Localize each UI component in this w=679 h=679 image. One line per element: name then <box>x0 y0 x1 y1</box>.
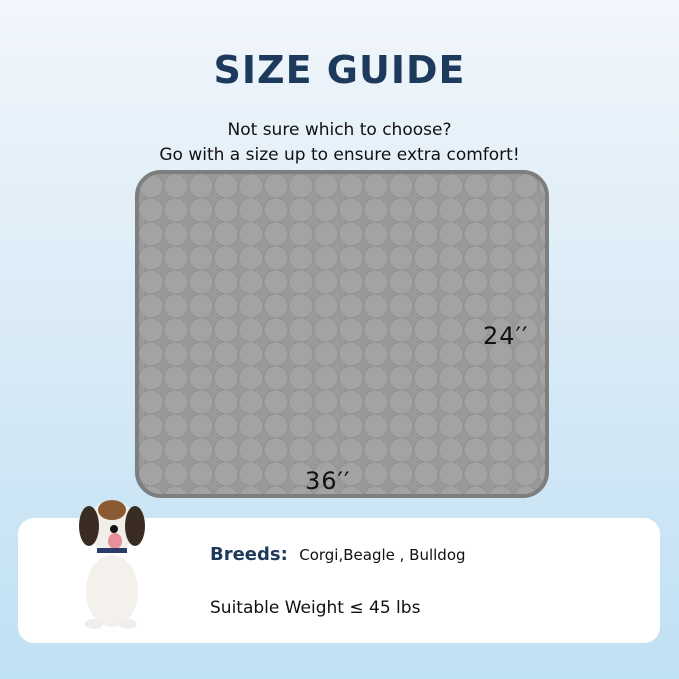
subtitle-advice: Go with a size up to ensure extra comfor… <box>159 145 520 165</box>
suitable-weight: Suitable Weight ≤ 45 lbs <box>210 598 421 618</box>
breeds-row: Breeds: Corgi,Beagle , Bulldog <box>210 544 466 565</box>
page-title: SIZE GUIDE <box>213 48 466 92</box>
beagle-puppy-image <box>79 500 145 629</box>
subtitle-question: Not sure which to choose? <box>227 120 452 140</box>
pet-mat-image <box>135 170 549 498</box>
breeds-label: Breeds: <box>210 544 288 565</box>
height-label: 24′′ <box>483 322 529 350</box>
quilt-circle-pattern <box>139 174 545 494</box>
width-label: 36′′ <box>305 467 351 495</box>
breeds-value: Corgi,Beagle , Bulldog <box>299 546 466 564</box>
